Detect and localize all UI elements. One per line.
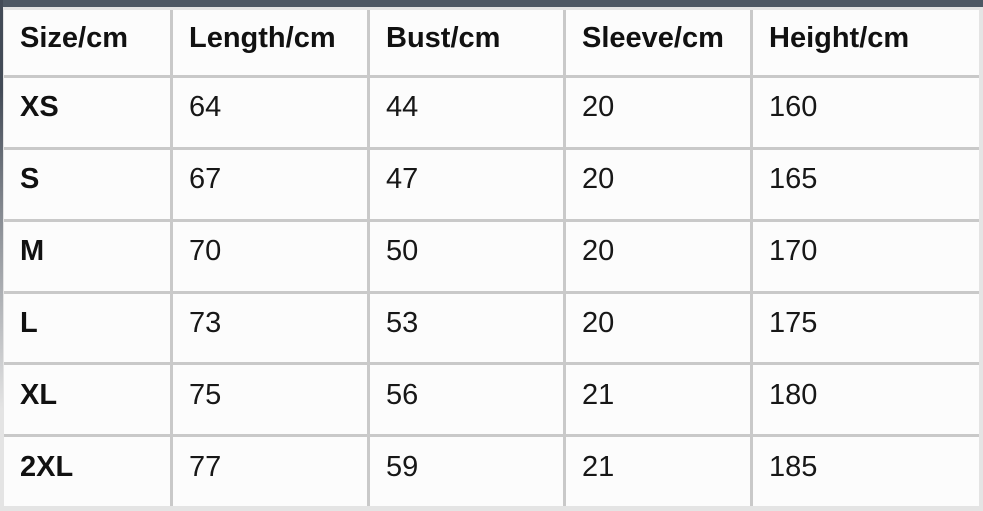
column-header-height: Height/cm bbox=[753, 10, 979, 75]
cell-size-label: M bbox=[4, 221, 170, 291]
cell-sleeve: 20 bbox=[566, 293, 750, 363]
column-header-length: Length/cm bbox=[173, 10, 367, 75]
cell-sleeve: 20 bbox=[566, 78, 750, 147]
cell-sleeve: 20 bbox=[566, 221, 750, 291]
left-edge-shadow bbox=[0, 0, 3, 409]
cell-bust: 53 bbox=[370, 293, 563, 363]
cell-height: 175 bbox=[753, 293, 979, 363]
top-edge-bar bbox=[0, 0, 983, 7]
cell-bust: 56 bbox=[370, 365, 563, 435]
cell-length: 77 bbox=[173, 437, 367, 506]
size-chart-grid: Size/cm Length/cm Bust/cm Sleeve/cm Heig… bbox=[4, 10, 979, 506]
cell-size-label: S bbox=[4, 149, 170, 219]
cell-length: 73 bbox=[173, 293, 367, 363]
cell-length: 67 bbox=[173, 149, 367, 219]
size-chart-table: Size/cm Length/cm Bust/cm Sleeve/cm Heig… bbox=[0, 7, 983, 511]
cell-size-label: XS bbox=[4, 78, 170, 147]
column-header-size: Size/cm bbox=[4, 10, 170, 75]
cell-height: 170 bbox=[753, 221, 979, 291]
cell-sleeve: 20 bbox=[566, 149, 750, 219]
column-header-sleeve: Sleeve/cm bbox=[566, 10, 750, 75]
cell-length: 64 bbox=[173, 78, 367, 147]
cell-height: 165 bbox=[753, 149, 979, 219]
cell-length: 75 bbox=[173, 365, 367, 435]
cell-height: 160 bbox=[753, 78, 979, 147]
cell-bust: 59 bbox=[370, 437, 563, 506]
cell-bust: 47 bbox=[370, 149, 563, 219]
cell-sleeve: 21 bbox=[566, 365, 750, 435]
cell-bust: 50 bbox=[370, 221, 563, 291]
cell-height: 185 bbox=[753, 437, 979, 506]
cell-size-label: L bbox=[4, 293, 170, 363]
cell-size-label: 2XL bbox=[4, 437, 170, 506]
cell-sleeve: 21 bbox=[566, 437, 750, 506]
cell-bust: 44 bbox=[370, 78, 563, 147]
cell-length: 70 bbox=[173, 221, 367, 291]
column-header-bust: Bust/cm bbox=[370, 10, 563, 75]
cell-size-label: XL bbox=[4, 365, 170, 435]
cell-height: 180 bbox=[753, 365, 979, 435]
